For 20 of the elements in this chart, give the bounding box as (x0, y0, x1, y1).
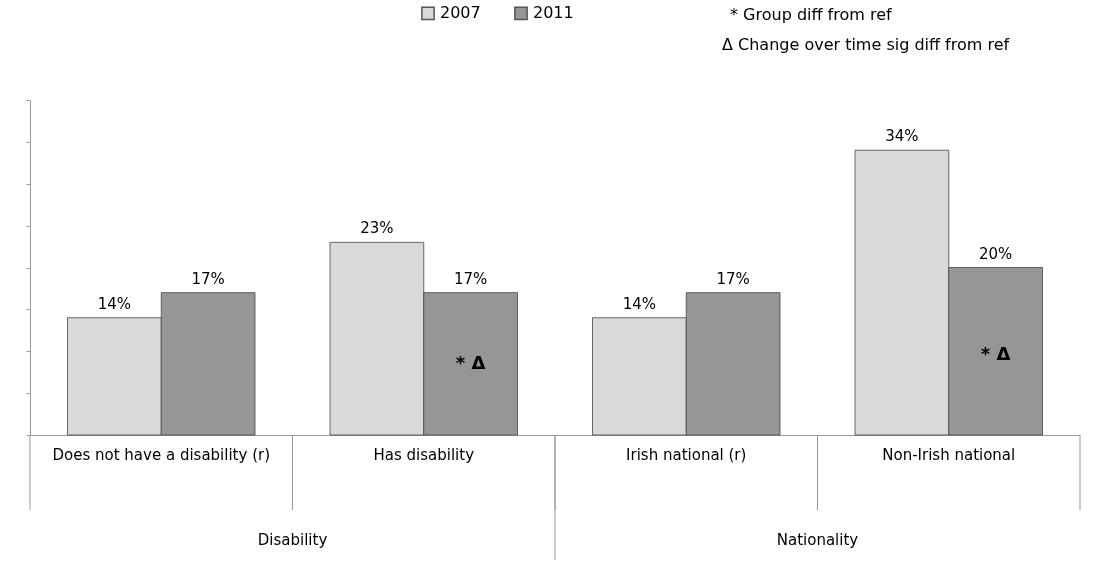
annotation: * Δ (455, 351, 486, 373)
text: Δ Change over time sig diff from ref (722, 35, 1010, 54)
data-label: 17% (716, 269, 750, 288)
data-label: 17% (191, 269, 225, 288)
legend-label: 2011 (533, 3, 574, 23)
data-label: 23% (360, 219, 394, 238)
text: Nationality (776, 531, 859, 549)
data-label: 14% (622, 294, 657, 313)
x-tick-label: Non-Irish national (882, 445, 1016, 464)
annotation: * Δ (980, 343, 1011, 365)
text: * Group diff from ref (730, 5, 892, 24)
x-tick-label: Does not have a disability (r) (52, 445, 271, 464)
data-label: 17% (453, 269, 488, 288)
data-label: 14% (97, 294, 132, 313)
x-tick-label: Has disability (373, 445, 475, 464)
text: Disability (257, 531, 328, 549)
x-tick-label: Irish national (r) (626, 445, 747, 464)
data-label: 34% (885, 127, 919, 146)
data-label: 20% (978, 244, 1013, 263)
legend-label: 2007 (440, 3, 481, 23)
